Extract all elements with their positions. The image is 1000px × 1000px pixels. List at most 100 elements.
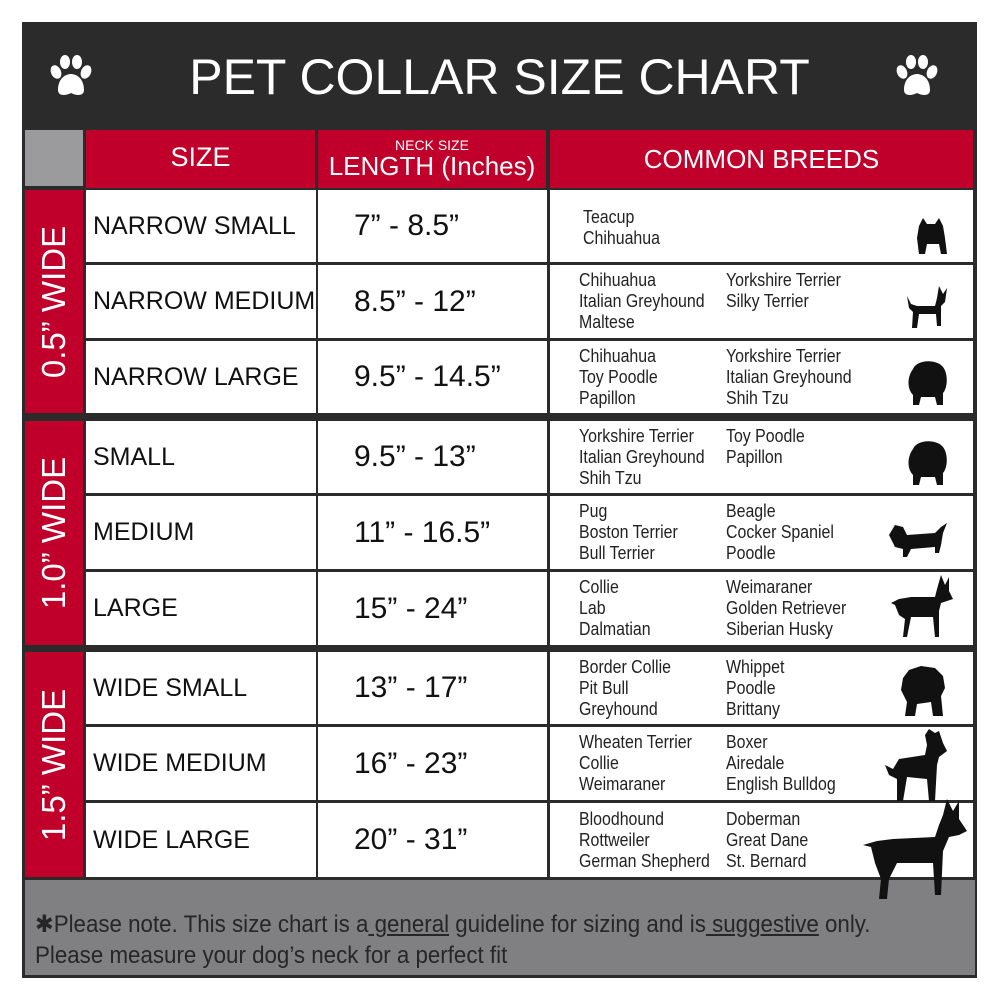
footer-emphasis-general: general: [368, 911, 450, 938]
breeds-list-right: Weimaraner Golden Retriever Siberian Husky: [726, 576, 846, 639]
breed-name: English Bulldog: [726, 773, 836, 794]
neck-length-cell: 11” - 16.5”: [318, 496, 547, 569]
footer-emphasis-suggestive: suggestive: [705, 911, 819, 938]
width-group-label: 0.5” WIDE: [35, 225, 72, 378]
common-breeds-cell: Pug Boston Terrier Bull Terrier Beagle Cocke…: [550, 496, 973, 569]
neck-length-cell: 8.5” - 12”: [318, 265, 547, 338]
breed-name: Papillon: [726, 445, 783, 467]
breed-name: St. Bernard: [726, 849, 807, 871]
breed-name: Yorkshire Terrier: [726, 269, 841, 290]
breed-name: Collie: [579, 576, 619, 597]
neck-length-cell: 20” - 31”: [318, 803, 547, 877]
header-corner: [25, 130, 83, 186]
neck-length-cell: 9.5” - 13”: [318, 421, 547, 493]
bulldog-silhouette-icon: [901, 666, 945, 716]
breed-name: Toy Poodle: [726, 424, 805, 446]
breed-name: Teacup: [583, 206, 635, 227]
breed-name: Collie: [579, 752, 619, 773]
breed-name: Maltese: [579, 311, 635, 332]
width-group-band: 1.0” WIDE: [25, 421, 83, 645]
breed-name: Rottweiler: [579, 828, 650, 850]
header-breeds-label: COMMON BREEDS: [643, 144, 880, 174]
header-length-label: LENGTH (Inches): [328, 151, 536, 181]
common-breeds-cell: Bloodhound Rottweiler German Shepherd Dober…: [550, 799, 973, 899]
breeds-list-right: Doberman Great Dane St. Bernard: [726, 808, 808, 871]
pomeranian-silhouette-icon: [908, 361, 947, 405]
breed-name: Siberian Husky: [726, 618, 834, 639]
common-breeds-cell: Chihuahua Italian Greyhound Maltese Yorkshi…: [550, 265, 973, 338]
size-name-cell: WIDE LARGE: [86, 803, 316, 877]
breed-name: Chihuahua: [579, 269, 656, 290]
size-name-cell: SMALL: [86, 421, 316, 493]
breed-name: Italian Greyhound: [579, 290, 705, 311]
size-name-cell: WIDE SMALL: [86, 652, 316, 724]
shepherd-silhouette-icon: [891, 575, 953, 637]
breed-name: Great Dane: [726, 828, 809, 850]
width-group-band: 1.5” WIDE: [25, 652, 83, 877]
breed-name: Silky Terrier: [726, 290, 809, 311]
footer-text: only.: [818, 911, 871, 938]
breed-name: Whippet: [726, 655, 785, 677]
size-name-cell: NARROW LARGE: [86, 341, 316, 413]
breed-name: Toy Poodle: [579, 365, 658, 387]
breed-name: Chihuahua: [579, 344, 656, 366]
breeds-list-right: Toy Poodle Papillon: [726, 425, 805, 467]
header-breeds: COMMON BREEDS: [550, 130, 973, 188]
common-breeds-cell: Chihuahua Toy Poodle Papillon Yorkshire Ter…: [550, 341, 973, 413]
breed-name: Beagle: [726, 500, 776, 521]
size-name-cell: WIDE MEDIUM: [86, 727, 316, 800]
breeds-list-left: Chihuahua Toy Poodle Papillon: [579, 345, 658, 408]
breed-name: Cocker Spaniel: [726, 521, 834, 542]
footer-text: ✱Please note. This size chart is a: [35, 911, 369, 938]
breed-name: Yorkshire Terrier: [579, 424, 694, 446]
header-size: SIZE: [86, 130, 315, 188]
breed-name: Italian Greyhound: [579, 445, 705, 467]
breeds-list-right: Whippet Poodle Brittany: [726, 656, 784, 719]
neck-length-cell: 16” - 23”: [318, 727, 547, 800]
page-title: PET COLLAR SIZE CHART: [189, 49, 810, 105]
paw-print-icon: [50, 55, 92, 95]
footer-text: guideline for sizing and is: [449, 911, 706, 938]
size-name-cell: LARGE: [86, 572, 316, 645]
paw-print-icon: [896, 55, 938, 95]
breed-name: Papillon: [579, 386, 636, 408]
neck-length-cell: 13” - 17”: [318, 652, 547, 724]
breeds-list-left: Border Collie Pit Bull Greyhound: [579, 656, 671, 719]
footer-line-2: Please measure your dog’s neck for a per…: [35, 942, 508, 969]
breed-name: Weimaraner: [579, 773, 666, 794]
breed-name: Pit Bull: [579, 676, 629, 698]
size-name-cell: MEDIUM: [86, 496, 316, 569]
title-bar: PET COLLAR SIZE CHART: [22, 22, 977, 127]
breed-name: Chihuahua: [583, 227, 660, 248]
breed-name: Wheaten Terrier: [579, 731, 692, 752]
breeds-list-right: Boxer Airedale English Bulldog: [726, 731, 836, 794]
breed-name: Shih Tzu: [579, 466, 642, 488]
breed-name: Dalmatian: [579, 618, 651, 639]
breed-name: Boston Terrier: [579, 521, 678, 542]
footer-note: ✱Please note. This size chart is a gener…: [25, 880, 975, 975]
width-group-band: 0.5” WIDE: [25, 190, 83, 413]
neck-length-cell: 9.5” - 14.5”: [318, 341, 547, 413]
width-group-label: 1.5” WIDE: [35, 688, 72, 841]
breeds-list-right: Yorkshire Terrier Italian Greyhound Shih T…: [726, 345, 852, 408]
breed-name: Shih Tzu: [726, 386, 789, 408]
breeds-list-left: Collie Lab Dalmatian: [579, 576, 651, 639]
chihuahua-silhouette-icon: [907, 286, 947, 328]
breed-name: Pug: [579, 500, 608, 521]
neck-length-cell: 15” - 24”: [318, 572, 547, 645]
header-length: NECK SIZE LENGTH (Inches): [318, 130, 546, 188]
dachshund-silhouette-icon: [889, 523, 947, 557]
breed-name: Border Collie: [579, 655, 671, 677]
pomeranian-silhouette-icon: [908, 441, 947, 485]
width-group-label: 1.0” WIDE: [35, 456, 72, 610]
breeds-list-left: Pug Boston Terrier Bull Terrier: [579, 500, 678, 563]
breed-name: Poodle: [726, 542, 776, 563]
header-neck-size-label: NECK SIZE: [395, 137, 469, 153]
common-breeds-cell: Yorkshire Terrier Italian Greyhound Shih T…: [550, 421, 973, 493]
breed-name: Bloodhound: [579, 807, 664, 829]
breed-name: Greyhound: [579, 697, 658, 719]
common-breeds-cell: Teacup Chihuahua: [550, 190, 973, 262]
breeds-list-left: Yorkshire Terrier Italian Greyhound Shih T…: [579, 425, 705, 488]
breed-name: Italian Greyhound: [726, 365, 852, 387]
breed-name: Lab: [579, 597, 606, 618]
